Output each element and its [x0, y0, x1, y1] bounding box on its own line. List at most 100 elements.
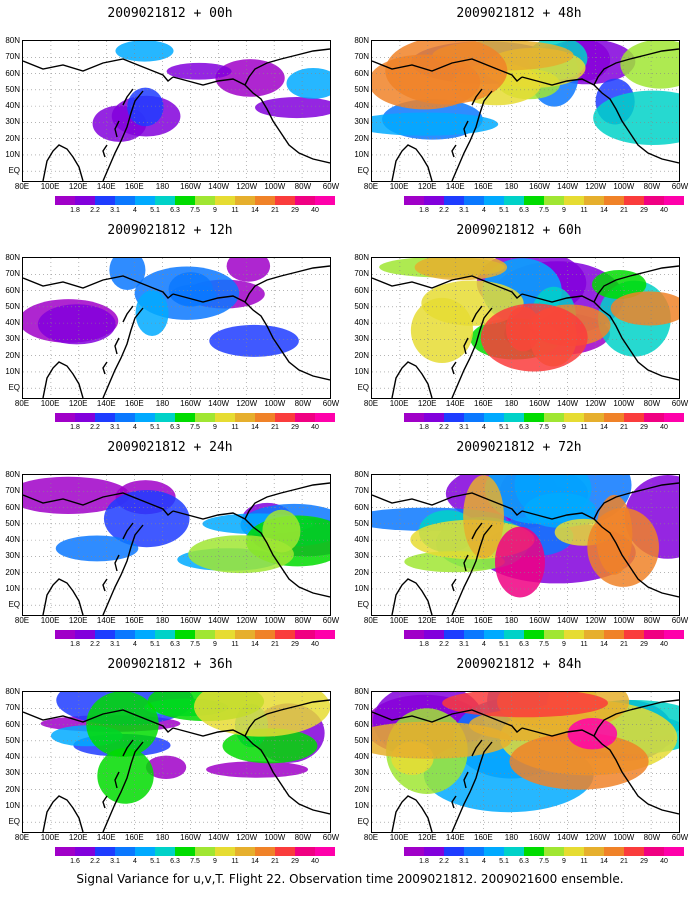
panel-title: 2009021812 + 12h	[107, 223, 233, 238]
colorbar-swatch	[604, 196, 624, 205]
colorbar-swatch	[155, 630, 175, 639]
latitude-label: 70N	[354, 269, 369, 279]
colorbar-swatch	[235, 847, 255, 856]
colorbar-level-label: 14	[251, 858, 259, 865]
coastline	[521, 293, 679, 381]
variance-contour-region	[494, 526, 545, 598]
colorbar-level-label: 7.5	[190, 424, 200, 431]
colorbar-level-label: 14	[600, 424, 608, 431]
colorbar-swatch	[624, 413, 644, 422]
longitude-label: 100E	[389, 616, 409, 625]
longitude-label: 80E	[14, 833, 30, 842]
latitude-label: 80N	[5, 687, 20, 696]
coastline	[172, 293, 330, 381]
latitude-label: EQ	[8, 383, 20, 393]
colorbar-swatch	[464, 413, 484, 422]
latitude-label: 40N	[5, 752, 20, 762]
longitude-axis: 80E 100E 120E 140E 160E 180 160W 140W 120W 100W 80…	[364, 182, 688, 192]
colorbar-level-label: 9	[562, 641, 566, 648]
colorbar-labels: 1.8 2.2 3.1 4 5.1 6.3 7.5 9 11 14 21 29 40	[55, 207, 325, 215]
coastline	[23, 492, 174, 516]
colorbar-labels: 1.8 2.2 3.1 4 5.1 6.3 7.5 9 11 14 21 29 40	[404, 641, 674, 649]
colorbar	[55, 847, 335, 856]
colorbar-swatch	[484, 413, 504, 422]
map-panel: 2009021812 + 48h 80N 70N 60N 50N 40N 30N 20N 10N…	[349, 0, 689, 220]
variance-contour-region	[591, 270, 647, 299]
latitude-label: 40N	[354, 752, 369, 762]
colorbar-swatch	[624, 630, 644, 639]
longitude-label: 100W	[264, 833, 286, 842]
latitude-label: 50N	[354, 301, 369, 311]
longitude-label: 160W	[180, 399, 201, 408]
latitude-label: 80N	[354, 687, 369, 696]
colorbar-swatch	[75, 630, 95, 639]
colorbar-swatch	[195, 847, 215, 856]
longitude-axis: 80E 100E 120E 140E 160E 180 160W 140W 120W 100W 80…	[364, 833, 688, 843]
longitude-label: 60W	[671, 399, 689, 408]
colorbar-swatch	[255, 630, 275, 639]
colorbar-level-label: 2.2	[90, 858, 100, 865]
coastline	[451, 795, 457, 809]
colorbar-swatch	[624, 847, 644, 856]
longitude-label: 160E	[125, 182, 144, 191]
latitude-label: 30N	[5, 117, 20, 127]
longitude-label: 60W	[322, 833, 340, 842]
colorbar-swatch	[544, 847, 564, 856]
longitude-label: 120E	[417, 616, 437, 625]
latitude-label: 50N	[5, 301, 20, 311]
longitude-label: 140W	[208, 399, 230, 408]
colorbar-swatch	[315, 413, 335, 422]
coastline	[391, 795, 433, 832]
coastline	[463, 771, 469, 789]
latitude-label: EQ	[8, 600, 20, 610]
longitude-label: 160W	[529, 616, 550, 625]
latitude-label: 50N	[354, 84, 369, 94]
colorbar-level-label: 29	[291, 424, 299, 431]
longitude-label: 140W	[557, 833, 579, 842]
variance-contour-region	[610, 291, 679, 326]
longitude-label: 100W	[613, 182, 635, 191]
map-plot-area	[22, 474, 331, 616]
variance-contour-region	[115, 41, 174, 62]
colorbar-level-label: 4	[482, 641, 486, 648]
longitude-label: 60W	[322, 182, 340, 191]
colorbar-level-label: 40	[311, 641, 319, 648]
coastline	[372, 709, 523, 733]
colorbar-swatch	[444, 847, 464, 856]
longitude-label: 180	[504, 616, 519, 625]
panel-title: 2009021812 + 36h	[107, 657, 233, 672]
coastline	[23, 275, 174, 299]
coastline	[122, 739, 134, 757]
colorbar-level-label: 29	[291, 207, 299, 214]
longitude-label: 60W	[671, 616, 689, 625]
latitude-label: 10N	[5, 800, 20, 810]
colorbar-labels: 1.8 2.2 3.1 4 5.1 6.3 7.5 9 11 14 21 29 40	[404, 858, 674, 866]
colorbar-swatch	[155, 847, 175, 856]
colorbar-level-label: 3.1	[110, 858, 120, 865]
longitude-label: 180	[155, 616, 170, 625]
coastline	[471, 305, 483, 323]
colorbar-swatch	[504, 630, 524, 639]
longitude-label: 140E	[96, 833, 116, 842]
longitude-label: 140E	[445, 182, 465, 191]
colorbar-level-label: 4	[482, 207, 486, 214]
longitude-label: 140E	[445, 833, 465, 842]
coastline	[372, 58, 523, 82]
longitude-label: 140W	[208, 182, 230, 191]
longitude-label: 120E	[417, 182, 437, 191]
longitude-label: 120W	[585, 182, 607, 191]
latitude-label: 20N	[354, 784, 369, 794]
latitude-label: EQ	[8, 817, 20, 827]
colorbar-swatch	[584, 847, 604, 856]
longitude-label: 140W	[557, 616, 579, 625]
coastline	[471, 88, 483, 106]
colorbar-swatch	[664, 413, 684, 422]
coastline	[521, 76, 679, 164]
colorbar-level-label: 9	[213, 207, 217, 214]
colorbar-swatch	[584, 630, 604, 639]
latitude-label: 30N	[5, 551, 20, 561]
panel-title: 2009021812 + 84h	[456, 657, 582, 672]
longitude-label: 60W	[671, 833, 689, 842]
variance-contour-region	[194, 692, 330, 737]
colorbar-level-label: 5.1	[150, 858, 160, 865]
